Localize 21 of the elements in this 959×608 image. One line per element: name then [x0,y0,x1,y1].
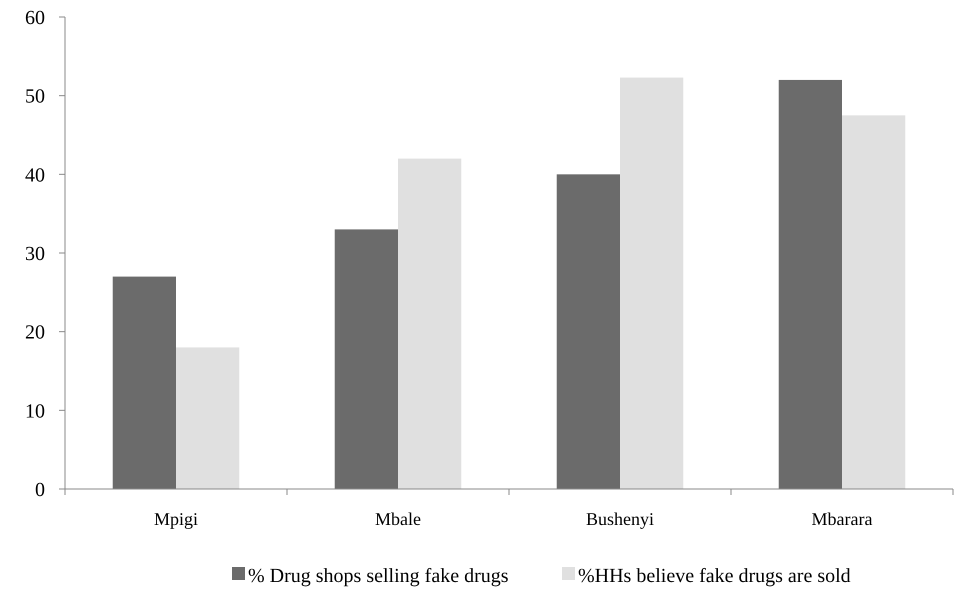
x-tick-label: Mbarara [812,509,872,529]
y-tick-label: 60 [25,7,45,29]
x-tick-label: Mpigi [154,509,198,529]
x-tick-label: Bushenyi [586,509,654,529]
bar [778,80,842,489]
bar [842,115,906,489]
y-tick-label: 10 [25,400,45,422]
bar [620,78,684,489]
bar [334,229,398,489]
bar [556,174,620,489]
bar [398,158,462,489]
y-tick-label: 0 [35,479,45,501]
bar [112,276,176,489]
legend-label: %HHs believe fake drugs are sold [578,565,851,587]
bar [176,347,240,489]
legend-label: % Drug shops selling fake drugs [248,565,509,587]
y-tick-label: 40 [25,164,45,186]
x-tick-label: Mbale [375,509,422,529]
y-tick-label: 20 [25,322,45,344]
y-tick-label: 50 [25,86,45,108]
y-tick-label: 30 [25,243,45,265]
